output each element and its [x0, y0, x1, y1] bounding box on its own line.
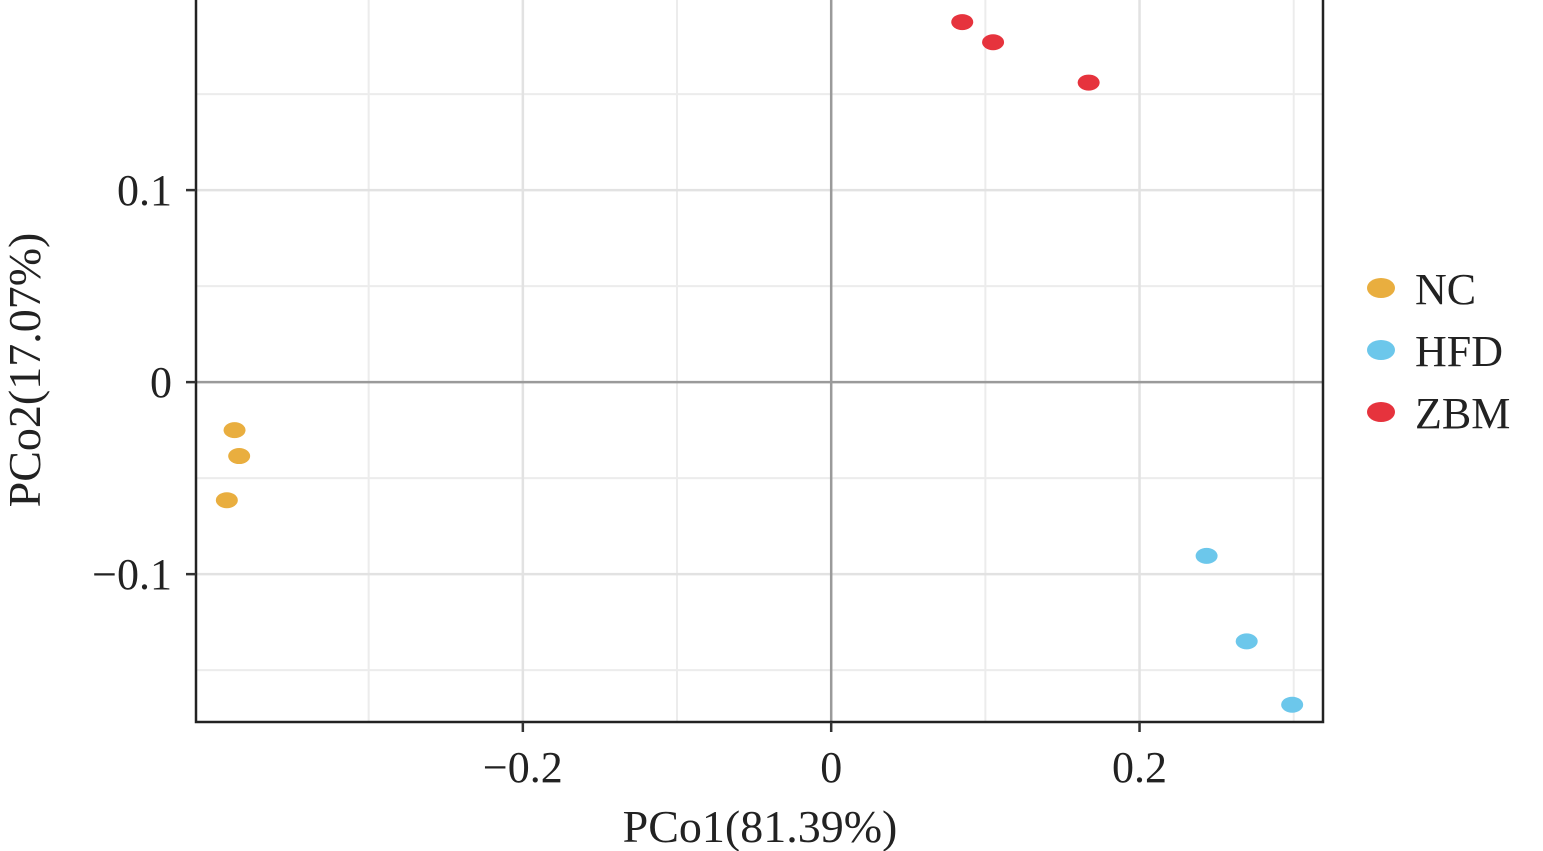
- point-nc: [228, 448, 251, 465]
- x-tick-label: 0.2: [1112, 743, 1167, 792]
- x-tick-label: 0: [820, 743, 842, 792]
- point-zbm: [1077, 74, 1100, 91]
- y-tick-label: 0: [150, 358, 172, 407]
- legend-marker-nc: [1367, 278, 1395, 298]
- legend: NC HFD ZBM: [1367, 265, 1510, 438]
- zero-lines: [196, 0, 1323, 722]
- y-axis-label: PCo2(17.07%): [0, 233, 50, 508]
- legend-marker-zbm: [1367, 402, 1395, 422]
- data-points: [215, 14, 1304, 713]
- point-hfd: [1281, 696, 1304, 713]
- point-nc: [223, 422, 246, 439]
- legend-marker-hfd: [1367, 340, 1395, 360]
- axis-ticks: −0.2 0 0.2 −0.1 0 0.1: [92, 166, 1167, 792]
- point-nc: [215, 492, 238, 509]
- x-tick-label: −0.2: [483, 743, 563, 792]
- plot-border: [194, 0, 1325, 724]
- point-hfd: [1195, 547, 1218, 564]
- point-zbm: [951, 14, 974, 31]
- x-axis-label: PCo1(81.39%): [623, 801, 898, 851]
- legend-label-hfd: HFD: [1415, 327, 1503, 376]
- y-tick-label: 0.1: [117, 166, 172, 215]
- legend-label-zbm: ZBM: [1415, 389, 1510, 438]
- y-tick-label: −0.1: [92, 550, 172, 599]
- point-hfd: [1235, 633, 1258, 650]
- grid: [196, 0, 1323, 722]
- legend-label-nc: NC: [1415, 265, 1476, 314]
- point-zbm: [982, 34, 1005, 51]
